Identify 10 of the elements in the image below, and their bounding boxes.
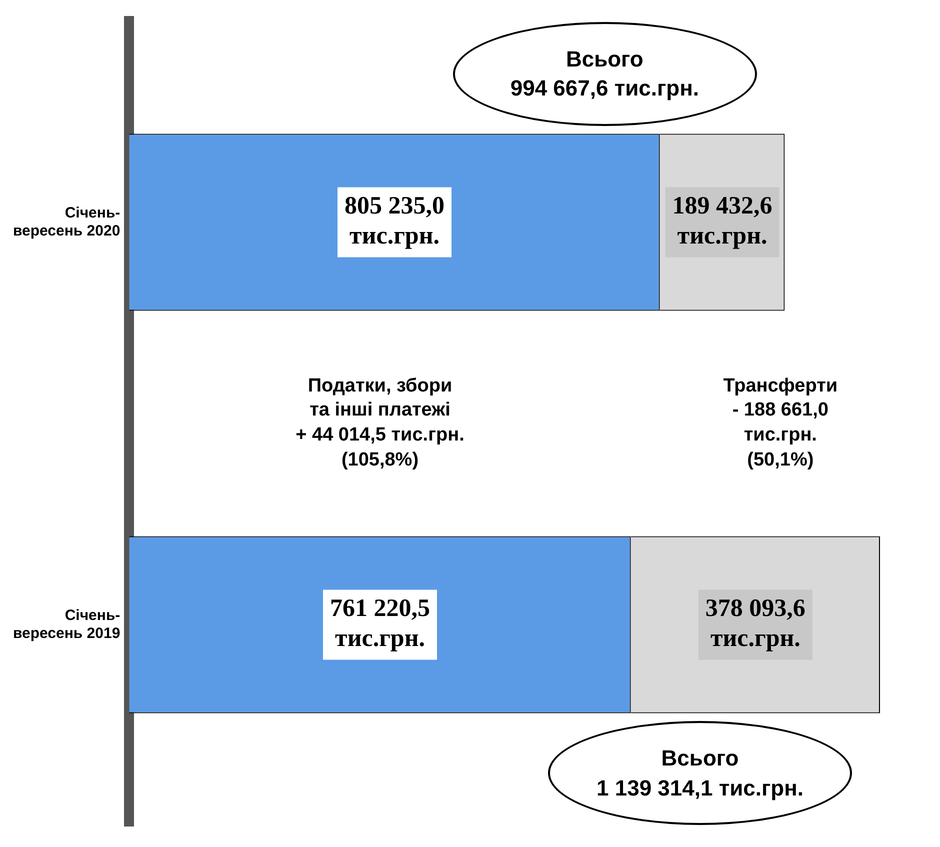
data-label: 761 220,5 тис.грн. [330,595,430,652]
y-tick-label: Січень-вересень 2019 [12,606,120,642]
data-label: 189 432,6 тис.грн. [672,192,772,250]
data-label: 378 093,6 тис.грн. [705,595,806,652]
annotation: Податки, збори та інші платежі + 44 014,5 тис.грн. (105,8%) [296,374,464,472]
data-label: 805 235,0 тис.грн. [344,192,445,250]
y-tick-label: Січень-вересень 2020 [12,204,120,240]
total-label: Всього 1 139 314,1 тис.грн. [596,744,804,802]
total-label: Всього 994 667,6 тис.грн. [510,45,699,103]
annotation: Трансферти - 188 661,0 тис.грн. (50,1%) [722,374,839,472]
